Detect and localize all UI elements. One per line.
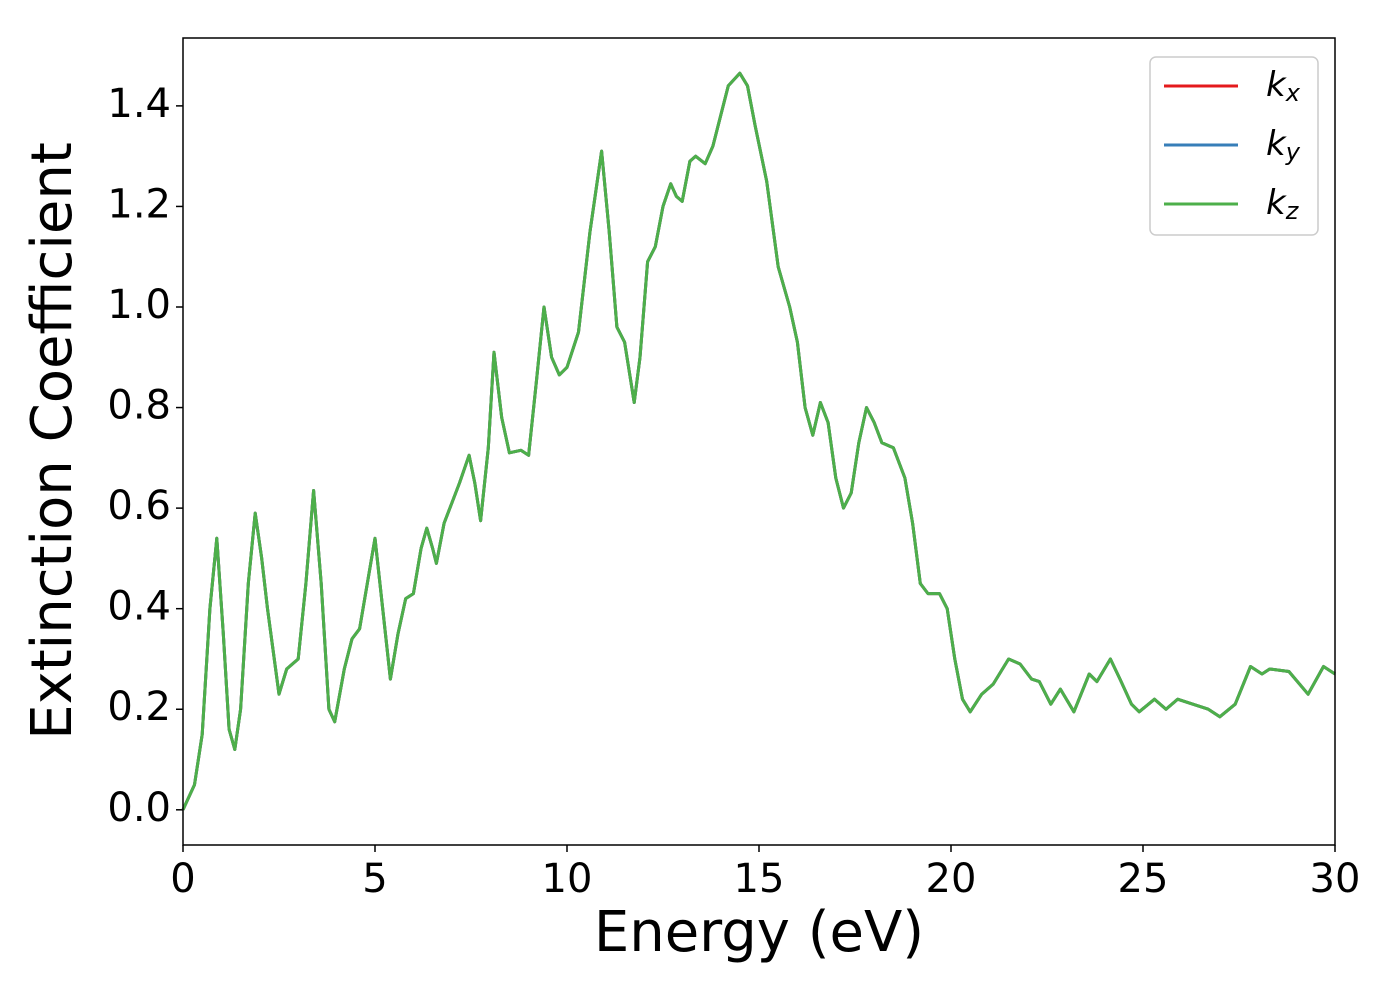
x-tick-label: 25: [1118, 856, 1169, 902]
x-tick-label: 15: [734, 856, 785, 902]
x-tick-label: 0: [170, 856, 195, 902]
x-tick-label: 10: [542, 856, 593, 902]
legend-label: kx: [1266, 65, 1301, 108]
legend-label: kz: [1266, 183, 1300, 226]
x-tick-label: 5: [362, 856, 387, 902]
y-tick-label: 1.4: [107, 81, 171, 127]
y-tick-label: 1.0: [107, 282, 171, 328]
y-tick-label: 0.4: [107, 584, 171, 630]
line-series: [181, 71, 1336, 811]
plot-frame: [182, 37, 1336, 846]
y-axis-label: Extinction Coefficient: [20, 142, 85, 740]
y-tick-label: 0.8: [107, 383, 171, 429]
x-tick-label: 20: [926, 856, 977, 902]
y-tick-label: 0.2: [107, 684, 171, 730]
x-axis-label: Energy (eV): [594, 900, 924, 965]
y-tick-label: 0.6: [107, 483, 171, 529]
y-tick-label: 0.0: [107, 785, 171, 831]
y-tick-label: 1.2: [107, 181, 171, 227]
legend-label: ky: [1266, 124, 1301, 167]
x-tick-label: 30: [1310, 856, 1361, 902]
